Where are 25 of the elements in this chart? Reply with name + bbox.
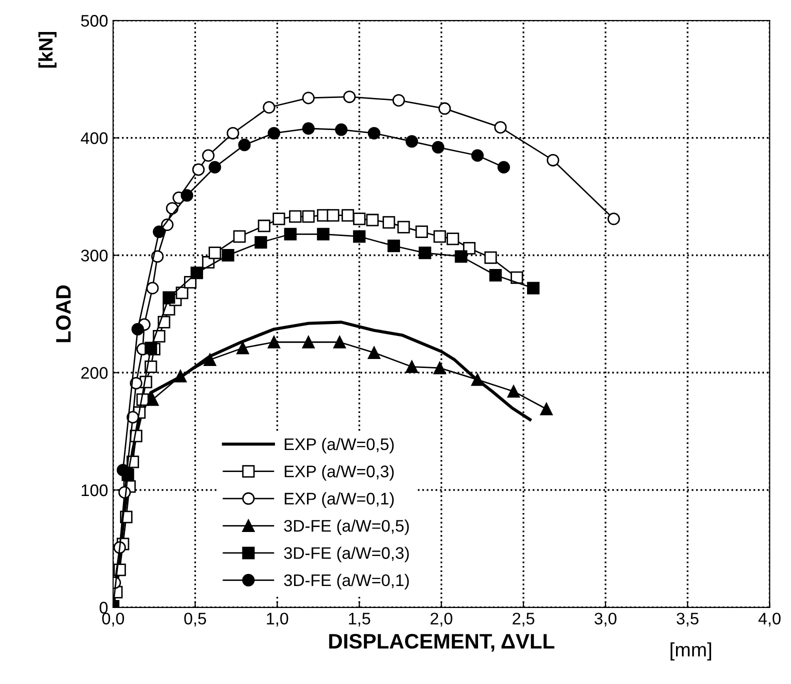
x-tick-label: 0,5 bbox=[184, 612, 206, 626]
x-axis-title: DISPLACEMENT, ΔVLL bbox=[329, 634, 554, 652]
legend-label: 3D-FE (a/W=0,3) bbox=[284, 546, 409, 562]
x-tick-label: 2,0 bbox=[430, 612, 452, 626]
x-tick-label: 1,0 bbox=[266, 612, 288, 626]
legend-label: EXP (a/W=0,3) bbox=[284, 465, 394, 481]
x-tick-label: 3,0 bbox=[594, 612, 616, 626]
y-axis-title: LOAD bbox=[56, 285, 71, 342]
y-tick-label: 0 bbox=[100, 602, 108, 614]
x-tick-label: 0,0 bbox=[102, 612, 124, 626]
text: [kN] bbox=[38, 32, 57, 68]
legend-label: 3D-FE (a/W=0,1) bbox=[284, 574, 409, 590]
y-tick-label: 100 bbox=[82, 484, 108, 496]
y-tick-label: 300 bbox=[81, 250, 108, 262]
y-tick-label: 200 bbox=[81, 367, 108, 379]
x-tick-label: 4,0 bbox=[758, 612, 781, 626]
y-tick-label: 400 bbox=[80, 132, 108, 144]
text: [mm] bbox=[670, 642, 712, 660]
y-tick-label: 500 bbox=[81, 14, 108, 27]
legend-label: EXP (a/W=0,5) bbox=[284, 438, 394, 454]
legend-label: 3D-FE (a/W=0,5) bbox=[284, 520, 409, 536]
x-tick-label: 3,5 bbox=[676, 612, 698, 626]
x-tick-label: 1,5 bbox=[349, 612, 370, 626]
x-tick-label: 2,5 bbox=[512, 612, 534, 626]
legend-label: EXP (a/W=0,1) bbox=[284, 492, 394, 508]
